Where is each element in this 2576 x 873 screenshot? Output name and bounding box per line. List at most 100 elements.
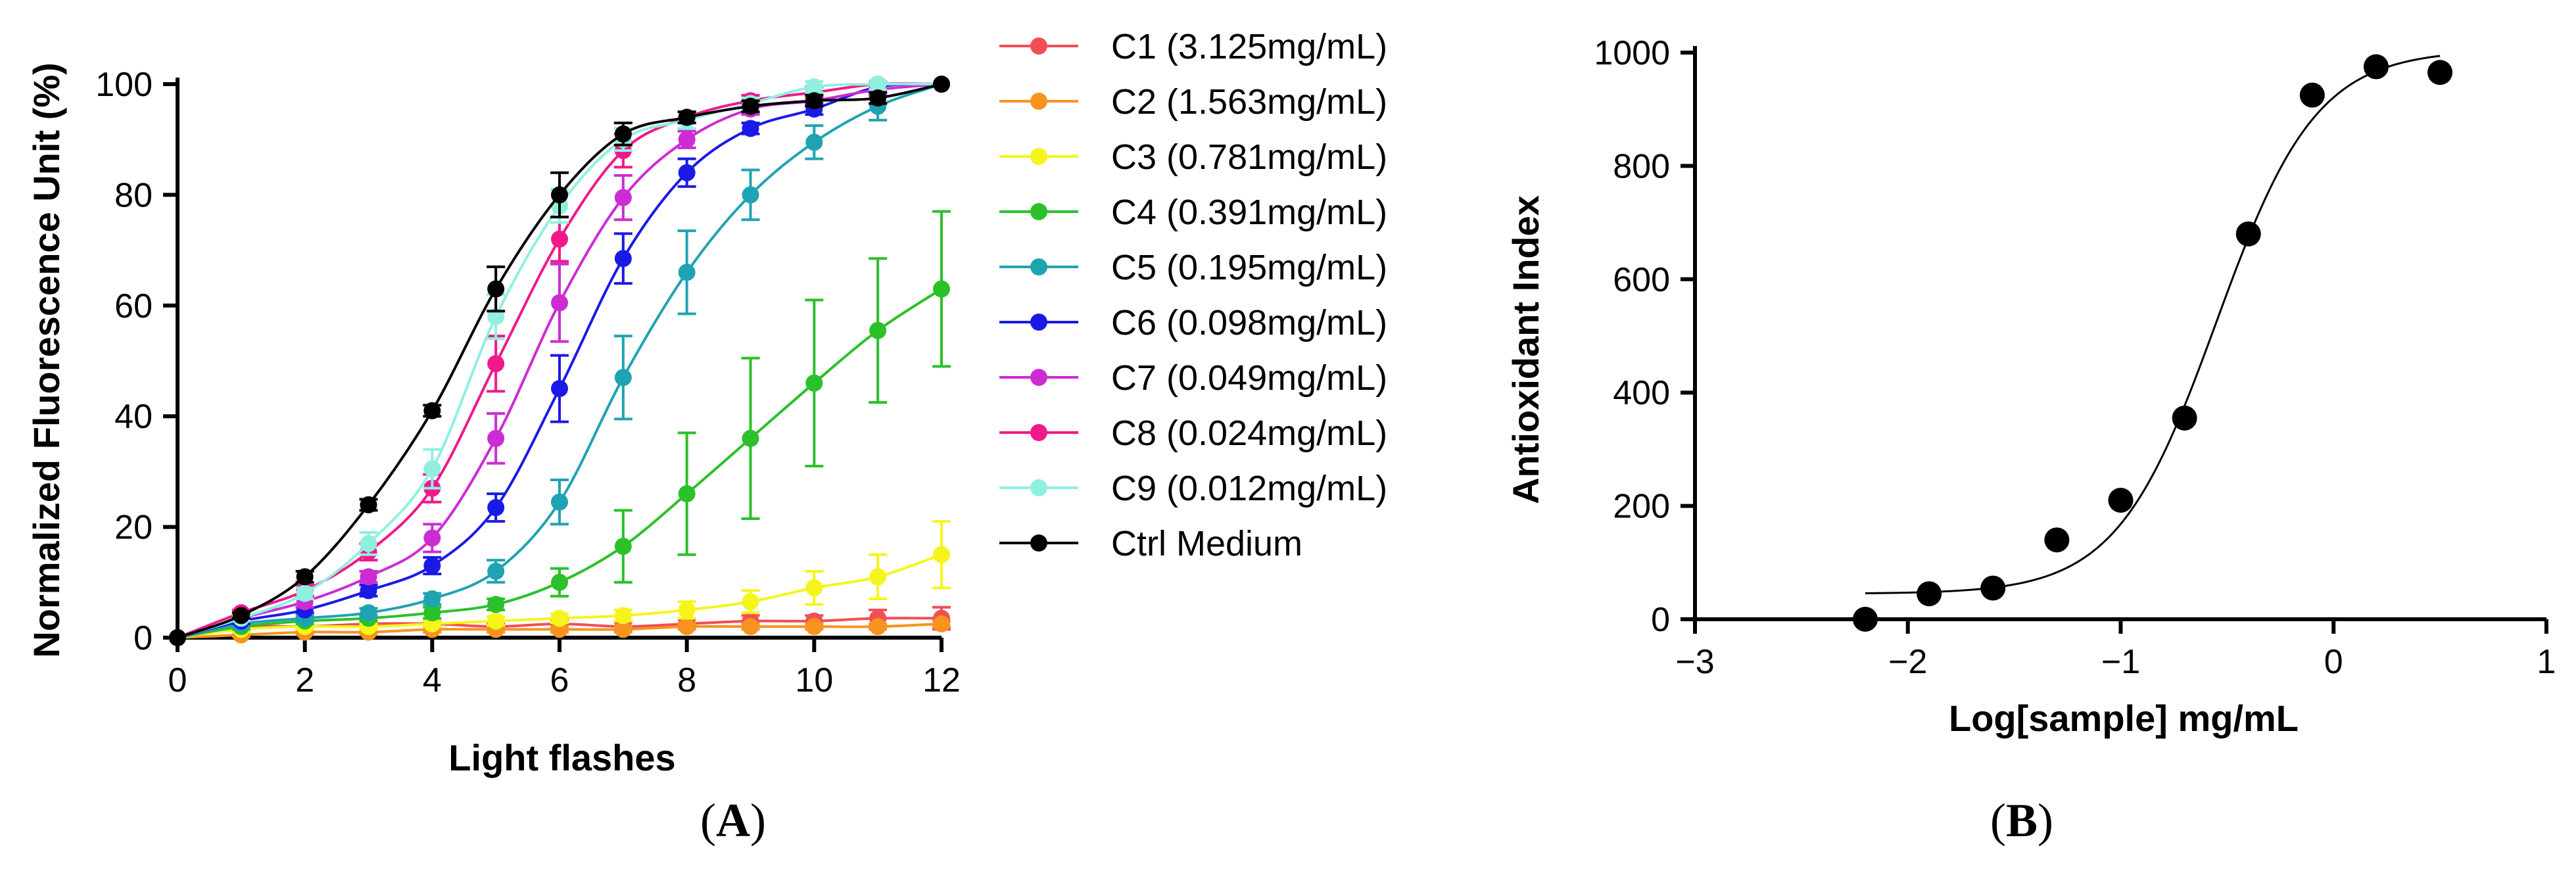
data-point — [1917, 581, 1942, 607]
legend-label: Ctrl Medium — [1111, 524, 1302, 563]
panel-a-y-tick-label: 40 — [114, 398, 153, 436]
panel-b-x-tick-label: 1 — [2537, 643, 2556, 681]
legend-item: C7 (0.049mg/mL) — [999, 358, 1387, 398]
data-point — [296, 584, 314, 602]
data-point — [551, 186, 568, 204]
data-point — [869, 568, 887, 586]
panel-b-caption: (B) — [1990, 794, 2053, 847]
legend-marker — [1030, 93, 1047, 110]
data-point — [614, 189, 632, 206]
data-point — [678, 164, 696, 181]
data-point — [678, 618, 696, 636]
data-point — [805, 78, 823, 96]
legend-label: C9 (0.012mg/mL) — [1111, 469, 1387, 508]
data-point — [551, 294, 568, 312]
legend-marker — [1030, 148, 1047, 165]
legend-label: C3 (0.781mg/mL) — [1111, 137, 1387, 177]
panel-a-y-tick-label: 0 — [133, 619, 153, 657]
data-point — [2427, 60, 2453, 85]
panel-a-x-tick-label: 4 — [423, 661, 442, 699]
panel-a-y-tick-label: 100 — [95, 66, 153, 104]
data-point — [487, 499, 505, 517]
legend-marker — [1030, 258, 1047, 275]
data-point — [551, 493, 568, 511]
data-point — [551, 573, 568, 591]
panel-b-y-tick-label: 0 — [1651, 601, 1670, 639]
panel-a-x-tick-label: 6 — [550, 661, 569, 699]
data-point — [614, 607, 632, 625]
panel-b-chart: −3 −2 −1 0 1 0 200 400 600 800 1000 Antioxidant In… — [1505, 34, 2556, 739]
data-point — [487, 612, 505, 630]
panel-b-x-axis-label: Log[sample] mg/mL — [1949, 697, 2299, 739]
legend-item: C1 (3.125mg/mL) — [999, 27, 1387, 66]
data-point — [360, 534, 377, 552]
data-point — [742, 618, 759, 636]
legend-marker — [1030, 479, 1047, 496]
data-point — [933, 615, 950, 632]
panel-a-letter: A — [716, 794, 750, 847]
data-point — [805, 579, 823, 597]
data-point — [678, 485, 696, 503]
panel-a-caption: (A) — [700, 794, 766, 847]
legend-label: C1 (3.125mg/mL) — [1111, 27, 1387, 66]
panel-a-axes: 0 2 4 6 8 10 12 0 20 40 60 80 100 — [95, 66, 961, 699]
panel-a-x-tick-label: 0 — [168, 661, 187, 699]
panel-b-fit — [1865, 55, 2441, 594]
panel-b-x-tick-label: 0 — [2324, 643, 2343, 681]
panel-a-x-tick-label: 2 — [295, 661, 314, 699]
panel-a-x-tick-label: 10 — [795, 661, 833, 699]
panel-b-y-tick-label: 800 — [1613, 147, 1670, 185]
data-point — [2108, 487, 2134, 513]
data-point — [678, 264, 696, 281]
data-point — [614, 250, 632, 268]
legend-item: C8 (0.024mg/mL) — [999, 413, 1387, 453]
data-point — [678, 131, 696, 149]
data-point — [805, 374, 823, 392]
panel-a-series — [169, 76, 951, 646]
panel-a-y-tick-label: 60 — [114, 287, 153, 325]
legend-label: C7 (0.049mg/mL) — [1111, 358, 1387, 398]
data-point — [551, 380, 568, 398]
data-point — [423, 402, 441, 419]
data-point — [551, 230, 568, 248]
legend-marker — [1030, 424, 1047, 441]
panel-b-y-tick-label: 400 — [1613, 374, 1670, 412]
legend-marker — [1030, 203, 1047, 220]
data-point — [2172, 405, 2197, 431]
data-point — [742, 120, 759, 137]
data-point — [423, 604, 441, 622]
data-point — [933, 76, 950, 93]
legend-item: C6 (0.098mg/mL) — [999, 303, 1387, 342]
data-point — [360, 604, 377, 622]
panel-b-x-tick-label: −2 — [1888, 643, 1927, 681]
legend-marker — [1030, 534, 1047, 552]
panel-b-letter: B — [2006, 794, 2038, 847]
legend-label: C2 (1.563mg/mL) — [1111, 82, 1387, 122]
data-point — [614, 538, 632, 555]
legend-item: C3 (0.781mg/mL) — [999, 137, 1387, 177]
legend-label: C5 (0.195mg/mL) — [1111, 248, 1387, 287]
data-point — [2044, 527, 2070, 553]
data-point — [232, 607, 250, 625]
data-point — [869, 321, 887, 339]
panel-a-x-tick-label: 8 — [677, 661, 696, 699]
data-point — [360, 496, 377, 513]
data-point — [805, 618, 823, 636]
legend-label: C6 (0.098mg/mL) — [1111, 303, 1387, 342]
data-point — [487, 355, 505, 373]
data-point — [423, 460, 441, 478]
data-point — [1853, 607, 1878, 632]
panel-b-x-tick-label: −3 — [1675, 643, 1714, 681]
panel-a-legend: C1 (3.125mg/mL) C2 (1.563mg/mL) C3 (0.781m… — [999, 27, 1387, 563]
data-point — [614, 621, 632, 638]
data-point — [678, 601, 696, 619]
legend-label: C4 (0.391mg/mL) — [1111, 193, 1387, 232]
panel-a-series-6 — [169, 76, 950, 646]
panel-a-y-axis-label: Normalized Fluorescence Unit (%) — [26, 62, 67, 658]
data-point — [742, 593, 759, 611]
panel-b-y-axis-label: Antioxidant Index — [1505, 195, 1546, 504]
panel-a-chart: 0 2 4 6 8 10 12 0 20 40 60 80 100 Normalized Fluores… — [26, 27, 1387, 778]
data-point — [487, 429, 505, 447]
data-point — [2364, 54, 2389, 80]
